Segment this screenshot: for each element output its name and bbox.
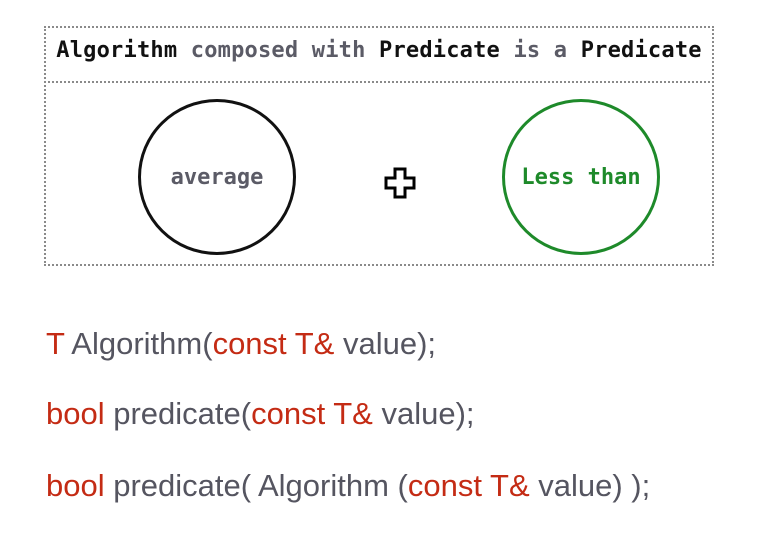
- title-predicate: Predicate: [379, 38, 501, 63]
- title-predicate-result: Predicate: [580, 38, 702, 63]
- plus-icon: [384, 167, 416, 199]
- code-function-name: predicate( Algorithm (: [113, 468, 408, 503]
- code-param-type: const T&: [251, 396, 373, 431]
- code-line-composed: bool predicate( Algorithm (const T& valu…: [46, 468, 650, 504]
- code-return-type: bool: [46, 396, 105, 431]
- composition-frame: [44, 26, 714, 266]
- code-param-type: const T&: [407, 468, 530, 503]
- code-line-algorithm: T Algorithm(const T& value);: [46, 326, 436, 362]
- frame-divider: [44, 81, 714, 83]
- code-return-type: T: [46, 326, 65, 361]
- title-composed-with: composed with: [190, 38, 366, 63]
- composition-title: Algorithm composed with Predicate is a P…: [44, 38, 714, 63]
- less-than-circle: Less than: [502, 99, 660, 255]
- code-line-predicate: bool predicate(const T& value);: [46, 396, 475, 432]
- code-param-name: value);: [381, 396, 475, 431]
- code-function-name: predicate(: [113, 396, 252, 431]
- code-function-name: Algorithm(: [71, 326, 213, 361]
- code-param-type: const T&: [212, 326, 335, 361]
- code-param-name: value) );: [538, 468, 651, 503]
- title-algorithm: Algorithm: [56, 38, 178, 63]
- code-param-name: value);: [342, 326, 436, 361]
- average-label: average: [170, 164, 264, 190]
- code-return-type: bool: [46, 468, 105, 503]
- title-is-a: is a: [513, 38, 568, 63]
- less-than-label: Less than: [521, 164, 641, 190]
- average-circle: average: [138, 99, 296, 255]
